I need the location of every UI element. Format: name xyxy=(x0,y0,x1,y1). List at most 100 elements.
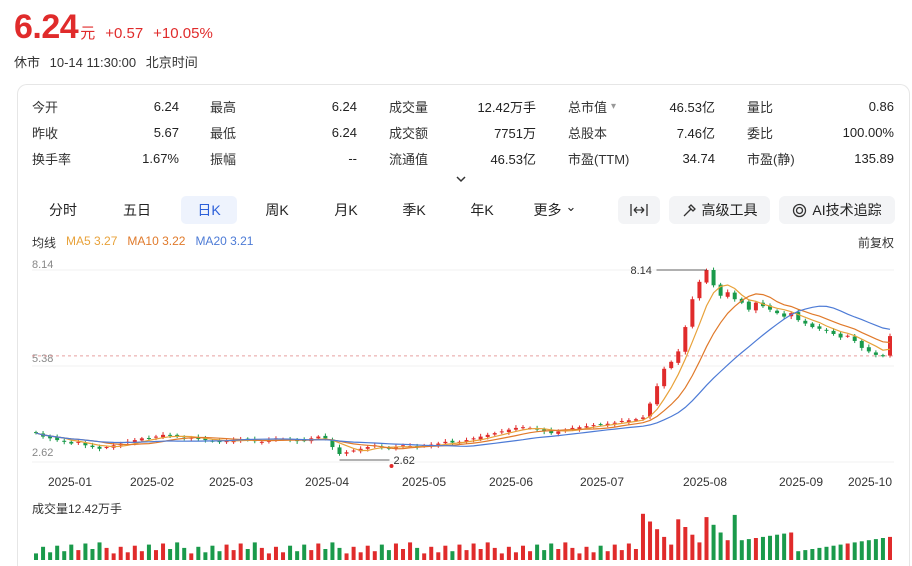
x-tick-label: 2025-03 xyxy=(209,475,253,489)
candle-body xyxy=(824,329,829,331)
tab-more[interactable]: 更多 ⌄ xyxy=(520,196,590,224)
volume-bar xyxy=(662,536,667,560)
ai-tracking-label: AI技术追踪 xyxy=(812,202,882,218)
volume-bar xyxy=(817,547,822,560)
volume-bar xyxy=(224,544,229,560)
market-status: 休市 10-14 11:30:00 北京时间 xyxy=(14,52,204,71)
volume-bar xyxy=(506,546,511,560)
ai-tracking-button[interactable]: AI技术追踪 xyxy=(779,196,895,224)
candle-body xyxy=(153,436,158,438)
candle-body xyxy=(859,340,864,348)
price-change-pct: +10.05% xyxy=(153,25,213,42)
tab-label: 季K xyxy=(402,202,426,218)
caret-down-icon[interactable]: ▾ xyxy=(611,100,617,112)
tab-label: 周K xyxy=(265,202,289,218)
candle-body xyxy=(619,420,624,422)
candle-body xyxy=(662,368,667,387)
volume-bar xyxy=(626,543,631,560)
wand-icon xyxy=(683,203,696,216)
candle-body xyxy=(365,447,370,449)
candle-body xyxy=(401,445,406,447)
volume-bar xyxy=(725,540,730,560)
tab-weekly-k[interactable]: 周K xyxy=(244,196,310,224)
volume-bar xyxy=(245,549,250,560)
ma20-line xyxy=(35,305,891,447)
fit-width-button[interactable] xyxy=(618,196,660,224)
candle-body xyxy=(62,440,67,442)
volume-bar xyxy=(422,553,427,560)
volume-bar xyxy=(408,542,413,560)
tab-intraday[interactable]: 分时 xyxy=(30,196,96,224)
candle-body xyxy=(351,450,356,452)
candle-body xyxy=(888,336,892,356)
tab-yearly-k[interactable]: 年K xyxy=(449,196,515,224)
volume-bar xyxy=(146,544,151,560)
volume-bar xyxy=(316,543,321,560)
chevron-down-icon[interactable] xyxy=(454,172,468,186)
volume-bar xyxy=(457,544,462,560)
x-tick-label: 2025-05 xyxy=(402,475,446,489)
volume-bar xyxy=(648,521,653,560)
volume-bar xyxy=(556,549,561,560)
advanced-tools-button[interactable]: 高级工具 xyxy=(669,196,770,224)
candle-body xyxy=(782,313,787,317)
volume-bar xyxy=(196,546,201,560)
volume-bar xyxy=(838,544,843,560)
volume-bar xyxy=(690,534,695,560)
volume-bar xyxy=(739,540,744,560)
quote-header: 6.24 元 +0.57 +10.05% xyxy=(14,8,223,48)
adjust-mode[interactable]: 前复权 xyxy=(857,236,894,250)
candle-body xyxy=(556,431,561,434)
volume-bar xyxy=(90,549,95,560)
stat-item: 量比 0.86 xyxy=(747,96,894,116)
tab-label: 五日 xyxy=(123,202,151,218)
tab-quarterly-k[interactable]: 季K xyxy=(381,196,447,224)
x-tick-label: 2025-01 xyxy=(48,475,92,489)
candle-body xyxy=(175,434,180,437)
candle-body xyxy=(471,438,476,440)
low-marker-label: 2.62 xyxy=(393,455,414,467)
candle-body xyxy=(443,441,448,444)
candle-body xyxy=(810,323,815,328)
volume-bar xyxy=(132,545,137,560)
volume-bar xyxy=(62,551,67,560)
x-tick-label: 2025-10 xyxy=(848,475,892,489)
candle-body xyxy=(873,352,878,355)
volume-bar xyxy=(358,552,363,560)
volume-bar xyxy=(499,553,504,560)
volume-bar xyxy=(697,542,702,560)
volume-bar xyxy=(520,545,525,560)
high-marker-label: 8.14 xyxy=(630,265,651,277)
volume-bar xyxy=(775,534,780,560)
volume-bar xyxy=(584,546,589,560)
stat-item: 总市值 ▾ 46.53亿 xyxy=(568,96,715,116)
volume-bar xyxy=(655,529,660,560)
y-tick-label: 5.38 xyxy=(32,353,53,365)
candle-body xyxy=(436,443,441,445)
tab-five-day[interactable]: 五日 xyxy=(104,196,170,224)
candle-body xyxy=(104,447,109,449)
volume-bar xyxy=(782,533,787,560)
stat-label: 市盈(静) xyxy=(747,151,795,167)
volume-bar xyxy=(789,532,794,560)
tab-monthly-k[interactable]: 月K xyxy=(313,196,379,224)
tab-daily-k[interactable]: 日K xyxy=(181,196,237,224)
volume-bar xyxy=(34,553,38,560)
stat-label: 成交额 xyxy=(389,125,429,141)
volume-bar xyxy=(471,543,476,560)
candle-body xyxy=(697,281,702,299)
volume-bar xyxy=(55,545,60,560)
stat-label: 总市值 xyxy=(568,99,608,115)
candle-body xyxy=(259,441,264,443)
stat-value: 100.00% xyxy=(842,124,894,140)
candle-body xyxy=(450,440,455,443)
candle-body xyxy=(725,292,730,297)
candle-body xyxy=(337,447,342,454)
legend-ma5: MA5 3.27 xyxy=(66,234,118,248)
candle-body xyxy=(485,434,490,437)
volume-bar xyxy=(753,538,758,560)
volume-bar xyxy=(259,547,264,560)
candle-body xyxy=(591,425,596,427)
candle-body xyxy=(775,310,780,314)
